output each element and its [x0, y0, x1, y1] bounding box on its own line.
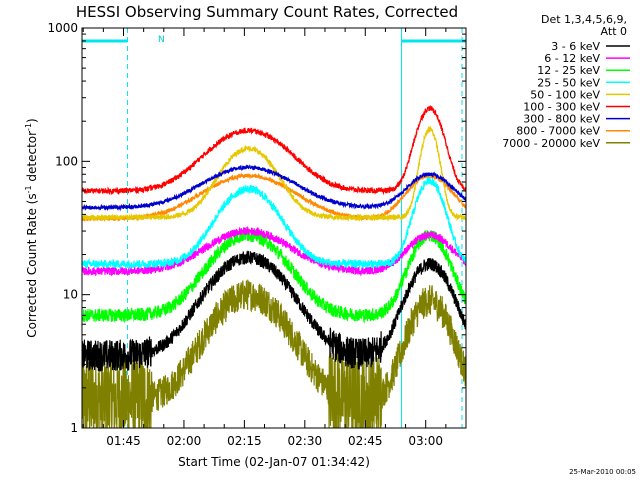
x-tick-label: 02:30: [288, 434, 323, 448]
legend-label: 100 - 300 keV: [523, 101, 600, 114]
generated-timestamp: 25-Mar-2010 00:05: [569, 468, 636, 476]
chart-title: HESSI Observing Summary Count Rates, Cor…: [76, 3, 458, 21]
x-axis-label: Start Time (02-Jan-07 01:34:42): [178, 455, 370, 469]
legend-label: 7000 - 20000 keV: [502, 137, 600, 150]
legend-label: 300 - 800 keV: [523, 113, 600, 126]
legend-label: 3 - 6 keV: [551, 40, 600, 53]
series-line-6: [82, 105, 466, 196]
legend-label: 800 - 7000 keV: [516, 125, 600, 138]
y-tick-label: 1000: [47, 21, 78, 35]
series-lines: [82, 105, 466, 428]
legend-header-detectors: Det 1,3,4,5,6,9,: [541, 13, 627, 26]
legend-label: 50 - 100 keV: [530, 88, 600, 101]
x-tick-label: 03:00: [408, 434, 443, 448]
y-axis: 1 10 100 1000: [47, 21, 466, 435]
y-tick-label: 10: [63, 288, 78, 302]
series-line-2: [82, 226, 466, 277]
x-tick-label: 02:00: [167, 434, 202, 448]
x-tick-label: 01:45: [106, 434, 141, 448]
legend-label: 6 - 12 keV: [544, 52, 600, 65]
y-tick-label: 1: [70, 421, 78, 435]
series-line-8: [82, 172, 466, 223]
y-tick-label: 100: [55, 154, 78, 168]
series-line-5: [82, 125, 466, 222]
series-line-3: [82, 228, 466, 324]
series-line-9: [82, 279, 466, 428]
series-line-1: [82, 250, 466, 372]
legend-header-attenuator: Att 0: [601, 25, 627, 38]
plot-area: N: [81, 27, 467, 429]
y-axis-label: Corrected Count Rate (s-1 detector-1): [24, 118, 39, 337]
x-tick-label: 02:15: [227, 434, 262, 448]
x-tick-label: 02:45: [348, 434, 383, 448]
plot-frame: [81, 27, 467, 429]
legend-label: 25 - 50 keV: [537, 76, 600, 89]
x-axis: 01:45 02:00 02:15 02:30 02:45 03:00: [82, 28, 467, 448]
series-line-4: [82, 175, 466, 270]
series-line-7: [82, 164, 466, 212]
legend-label: 12 - 25 keV: [537, 64, 600, 77]
night-marker: N: [158, 35, 165, 45]
